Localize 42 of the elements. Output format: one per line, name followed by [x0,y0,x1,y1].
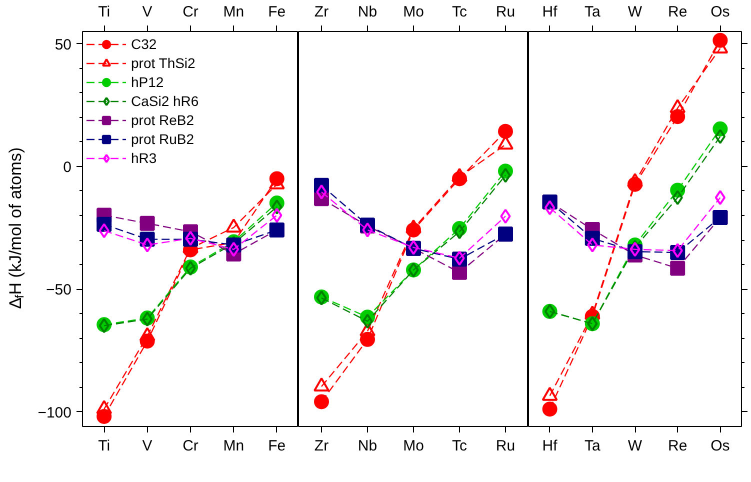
category-label: W [628,438,642,454]
x-tick-label: Ru [496,4,516,20]
category-label: Fe [268,438,286,454]
legend-label: prot ReB2 [131,111,194,129]
x-tick-label: Hf [542,4,558,20]
x-tick-label: Nb [358,4,378,20]
legend-label: hP12 [131,73,164,91]
x-tick-label: Ti [98,4,110,20]
x-tick-label: Mn [223,4,244,20]
legend-label: hR3 [131,149,157,167]
category-label: Tc [452,438,467,454]
x-tick-label: Ta [584,4,601,20]
category-label: Ti [98,438,110,454]
x-tick-label: Tc [452,4,468,20]
y-tick-label: 50 [54,36,72,54]
y-tick-label: −100 [38,404,72,422]
category-label: Hf [542,438,558,454]
x-tick-label: V [142,4,152,20]
legend-label: prot RuB2 [131,130,194,148]
category-label: V [142,438,152,454]
category-label: Cr [182,438,198,454]
x-tick-label: Cr [182,4,198,20]
x-tick-label: Zr [314,4,329,20]
x-tick-label: Fe [268,4,286,20]
category-label: Nb [358,438,378,454]
legend-label: CaSi2 hR6 [131,92,199,110]
category-label: Zr [314,438,329,454]
x-tick-label: Re [668,4,688,20]
y-tick-label: −50 [46,282,72,299]
category-label: Os [710,438,730,454]
y-tick-label: 0 [63,158,72,176]
x-tick-label: Mo [403,4,424,20]
legend-label: C32 [131,35,157,53]
category-label: Re [668,438,688,454]
x-tick-label: Os [710,4,730,20]
x-tick-label: W [628,4,643,20]
category-label: Ru [496,438,516,454]
y-axis-title: ΔfH (kJ/mol of atoms) [6,147,26,309]
category-label: Mo [403,438,424,454]
legend-label: prot ThSi2 [131,54,196,72]
category-label: Mn [223,438,244,454]
category-label: Ta [584,438,600,454]
